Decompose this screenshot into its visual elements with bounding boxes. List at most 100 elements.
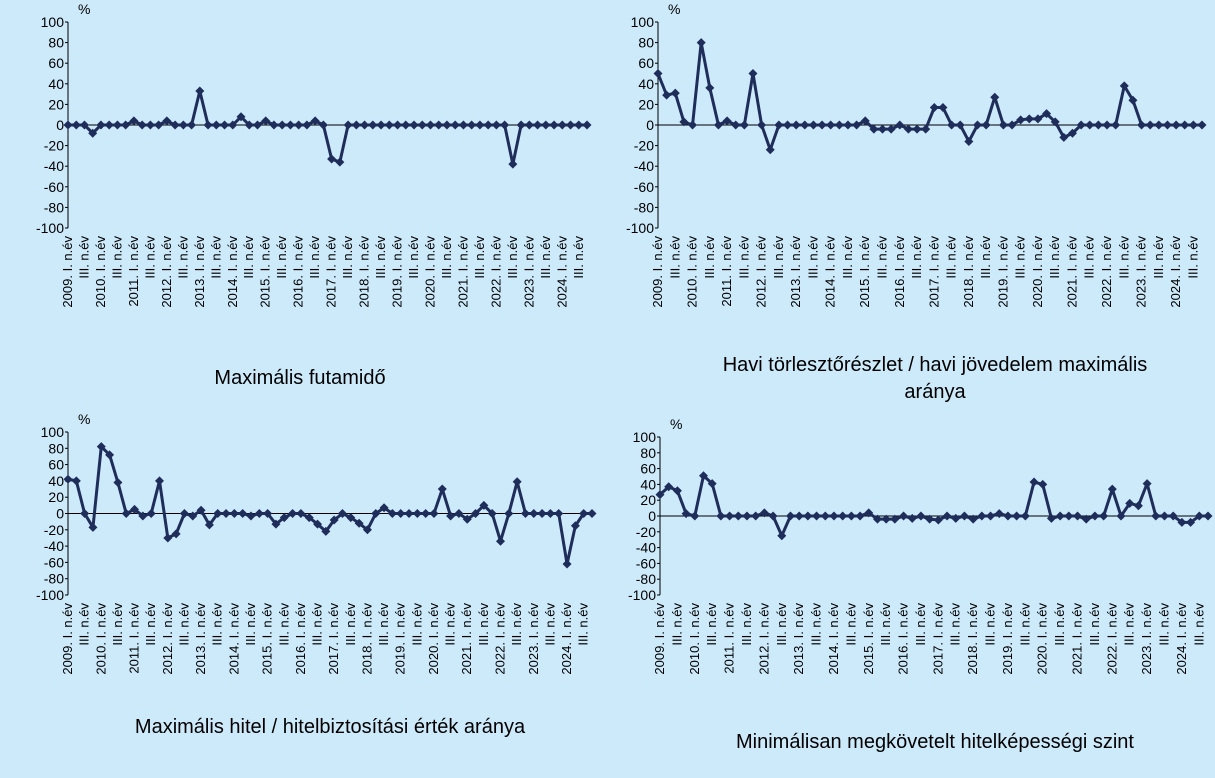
data-point: [587, 509, 597, 518]
x-tick-label: III. n.év: [840, 236, 855, 279]
data-point: [1050, 117, 1060, 127]
y-tick-label: -60: [44, 554, 64, 570]
data-point: [318, 120, 328, 130]
data-point: [541, 120, 551, 130]
data-point: [471, 509, 481, 518]
data-point: [279, 513, 289, 523]
data-point: [1151, 511, 1161, 521]
data-point: [467, 120, 477, 130]
data-point: [968, 514, 978, 524]
data-point: [188, 511, 198, 521]
data-point: [852, 120, 862, 130]
data-point: [826, 120, 836, 130]
data-point: [1180, 120, 1190, 130]
data-point: [211, 120, 221, 130]
data-point: [417, 120, 427, 130]
x-tick-label: 2018. I. n.év: [961, 236, 976, 308]
x-tick-label: 2021. I. n.év: [1064, 236, 1079, 308]
x-tick-label: 2024. I. n.év: [1174, 603, 1189, 675]
data-point: [1160, 511, 1170, 521]
x-tick-label: III. n.év: [736, 236, 751, 279]
x-tick-label: 2011. I. n.év: [126, 236, 141, 307]
x-tick-label: III. n.év: [667, 236, 682, 279]
data-point: [872, 514, 882, 524]
data-point: [376, 120, 386, 130]
data-point: [820, 511, 830, 521]
data-point: [938, 102, 948, 112]
x-tick-label: III. n.év: [110, 603, 125, 646]
data-point: [425, 120, 435, 130]
x-tick-label: 2016. I. n.év: [293, 603, 308, 675]
x-tick-label: III. n.év: [409, 603, 424, 646]
data-point: [1067, 128, 1077, 138]
data-point: [1177, 517, 1187, 527]
data-point: [1012, 511, 1022, 521]
data-point: [1133, 501, 1143, 511]
data-point: [1046, 513, 1056, 523]
data-point: [1024, 114, 1034, 124]
chart-title: Havi törlesztőrészlet / havi jövedelem m…: [722, 354, 1148, 403]
x-tick-label: III. n.év: [505, 236, 520, 279]
x-tick-label: 2009. I. n.év: [60, 236, 75, 308]
data-point: [327, 154, 337, 164]
x-tick-label: 2010. I. n.év: [685, 236, 700, 308]
data-line: [67, 445, 592, 566]
data-point: [785, 511, 795, 521]
x-tick-label: III. n.év: [1052, 603, 1067, 646]
data-point: [846, 511, 856, 521]
data-point: [1145, 120, 1155, 130]
data-point: [179, 509, 189, 518]
x-tick-label: III. n.év: [1151, 236, 1166, 279]
x-tick-label: III. n.év: [774, 603, 789, 646]
y-tick-label: 0: [56, 117, 64, 133]
data-point: [288, 509, 298, 518]
data-point: [163, 533, 173, 543]
x-tick-label: 2013. I. n.év: [193, 603, 208, 675]
y-tick-label: 0: [56, 506, 64, 522]
data-point: [96, 442, 106, 452]
x-tick-label: 2021. I. n.év: [455, 236, 470, 308]
y-tick-label: -80: [636, 571, 656, 587]
x-tick-label: 2024. I. n.év: [559, 603, 574, 675]
data-point: [808, 120, 818, 130]
data-point: [1064, 511, 1074, 521]
data-point: [681, 509, 691, 519]
data-point: [437, 484, 447, 494]
x-tick-label: III. n.év: [472, 236, 487, 279]
x-tick-label: 2011. I. n.év: [722, 603, 737, 674]
data-point: [1102, 120, 1112, 130]
y-tick-label: -20: [634, 138, 654, 154]
data-point: [516, 120, 526, 130]
data-point: [582, 120, 592, 130]
data-point: [130, 504, 140, 514]
data-point: [145, 120, 155, 130]
data-point: [171, 529, 181, 539]
x-tick-label: 2017. I. n.év: [930, 603, 945, 675]
y-tick-label: 40: [48, 473, 64, 489]
x-tick-label: III. n.év: [343, 603, 358, 646]
x-tick-label: III. n.év: [509, 603, 524, 646]
x-tick-label: 2009. I. n.év: [60, 603, 75, 675]
data-point: [1099, 511, 1109, 521]
y-tick-label: 20: [48, 489, 64, 505]
y-tick-label: 40: [638, 76, 654, 92]
x-tick-label: III. n.év: [1122, 603, 1137, 646]
data-point: [310, 116, 320, 126]
data-point: [881, 514, 891, 524]
x-tick-label: III. n.év: [805, 236, 820, 279]
data-point: [1188, 120, 1198, 130]
data-point: [346, 513, 356, 523]
x-tick-label: 2023. I. n.év: [1134, 236, 1149, 308]
data-point: [162, 116, 172, 126]
data-point: [196, 505, 206, 515]
data-point: [1007, 120, 1017, 130]
data-point: [429, 509, 439, 518]
data-point: [269, 120, 279, 130]
y-tick-label: 60: [640, 461, 656, 477]
data-point: [1171, 120, 1181, 130]
x-tick-label: III. n.év: [913, 603, 928, 646]
data-point: [487, 509, 497, 518]
y-tick-label: 20: [640, 492, 656, 508]
x-tick-label: 2022. I. n.év: [1104, 603, 1119, 675]
